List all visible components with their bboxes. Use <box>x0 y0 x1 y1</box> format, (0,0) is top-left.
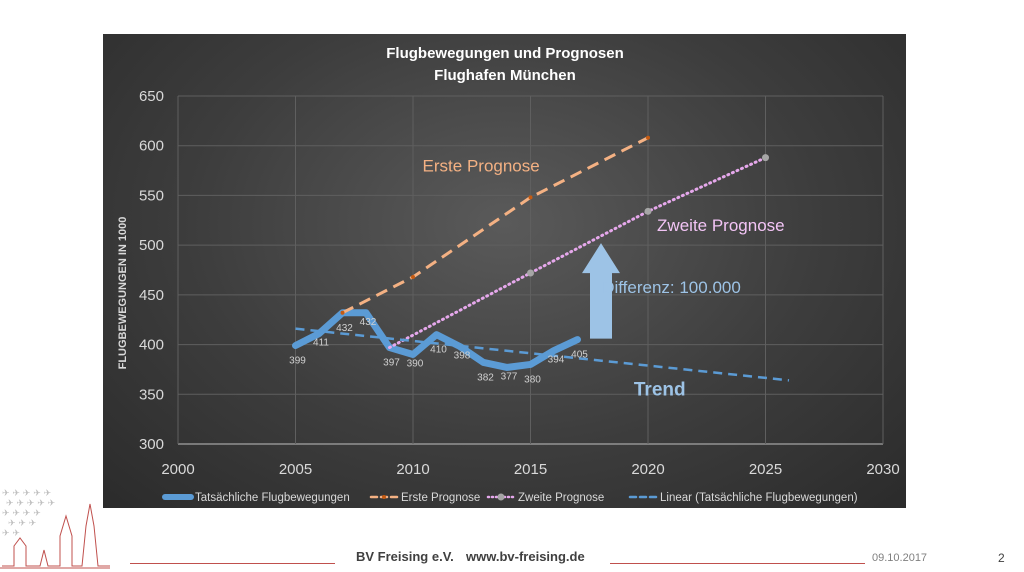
data-label: 382 <box>477 372 494 383</box>
y-tick-label: 500 <box>139 237 164 254</box>
legend-item-label: Linear (Tatsächliche Flugbewegungen) <box>660 492 858 504</box>
erste-prognose-point <box>411 274 415 279</box>
footer-url-link[interactable]: www.bv-freising.de <box>466 549 585 564</box>
legend-item-label: Erste Prognose <box>401 492 480 504</box>
town-logo-icon: ✈ ✈ ✈ ✈ ✈ ✈ ✈ ✈ ✈ ✈ ✈ ✈ ✈ ✈ ✈ ✈ ✈ ✈ ✈ <box>0 489 110 569</box>
series-layer <box>292 136 790 382</box>
footer-date: 09.10.2017 <box>872 552 928 564</box>
chart-svg: Flugbewegungen und Prognosen Flughafen M… <box>117 45 900 504</box>
series-zweite-prognose-line <box>388 156 767 350</box>
y-tick-label: 300 <box>139 436 164 453</box>
svg-text:✈ ✈ ✈: ✈ ✈ ✈ <box>8 519 37 529</box>
y-tick-label: 350 <box>139 386 164 403</box>
svg-text:✈ ✈ ✈ ✈ ✈: ✈ ✈ ✈ ✈ ✈ <box>2 489 52 499</box>
x-tick-label: 2015 <box>514 461 547 478</box>
y-tick-label: 550 <box>139 187 164 204</box>
footer-line-left <box>130 563 335 564</box>
zweite-prognose-point <box>644 207 652 215</box>
difference-arrow-icon <box>582 243 620 339</box>
x-tick-label: 2030 <box>866 461 899 478</box>
data-label: 399 <box>289 356 306 367</box>
legend-marker <box>497 493 505 501</box>
y-tick-label: 400 <box>139 337 164 354</box>
data-label: 380 <box>524 374 541 385</box>
svg-text:✈ ✈ ✈ ✈: ✈ ✈ ✈ ✈ <box>2 509 41 519</box>
page-number: 2 <box>998 551 1005 565</box>
data-label: 432 <box>336 323 353 334</box>
chart-subtitle: Flughafen München <box>434 67 576 84</box>
x-tick-label: 2025 <box>749 461 782 478</box>
data-label: 432 <box>360 317 377 328</box>
svg-text:✈ ✈: ✈ ✈ <box>2 529 20 539</box>
x-tick-label: 2010 <box>396 461 429 478</box>
data-label: 405 <box>571 350 588 361</box>
chart-panel: Flugbewegungen und Prognosen Flughafen M… <box>103 34 906 508</box>
zweite-prognose-point <box>762 154 769 162</box>
x-tick-label: 2000 <box>161 461 194 478</box>
annotation-differenz: Differenz: 100.000 <box>602 278 741 297</box>
y-axis-label: FLUGBEWEGUNGEN IN 1000 <box>117 217 129 370</box>
annotation-layer: Erste Prognose Zweite Prognose Differenz: … <box>423 157 785 401</box>
data-label: 411 <box>313 338 329 349</box>
data-label: 410 <box>430 345 447 356</box>
series-actual-line <box>292 309 581 371</box>
annotation-erste: Erste Prognose <box>423 157 540 176</box>
data-label-layer: 399 411 432 432 397 390 410 398 382 377 380 394 405 <box>289 317 588 386</box>
legend-item-label: Zweite Prognose <box>518 492 604 504</box>
legend: Tatsächliche Flugbewegungen Erste Prognos… <box>162 492 858 504</box>
data-label: 390 <box>407 359 424 370</box>
annotation-zweite: Zweite Prognose <box>657 216 785 235</box>
y-tick-label: 450 <box>139 287 164 304</box>
annotation-trend: Trend <box>634 379 686 400</box>
x-tick-label: 2020 <box>631 461 664 478</box>
erste-prognose-point <box>646 135 650 140</box>
zweite-prognose-point <box>527 269 534 277</box>
data-label: 398 <box>454 351 471 362</box>
data-label: 397 <box>383 358 400 369</box>
erste-prognose-point <box>528 195 533 200</box>
series-erste-prognose-line <box>341 136 649 315</box>
y-tick-label: 600 <box>139 138 164 155</box>
svg-text:✈ ✈ ✈ ✈ ✈: ✈ ✈ ✈ ✈ ✈ <box>6 499 56 509</box>
erste-prognose-point <box>340 310 345 315</box>
footer-org: BV Freising e.V. <box>356 549 454 564</box>
arrow-layer <box>582 243 620 339</box>
chart-title: Flugbewegungen und Prognosen <box>386 45 624 62</box>
marker-layer <box>340 135 769 315</box>
legend-marker <box>382 495 386 499</box>
x-tick-label: 2005 <box>279 461 312 478</box>
footer-line-right <box>610 563 865 564</box>
data-label: 394 <box>548 355 565 366</box>
series-linear-trend-line <box>295 327 790 382</box>
tick-layer: 300 350 400 450 500 550 600 650 2000 2005 2010 2015… <box>139 88 900 478</box>
data-label: 377 <box>501 371 518 382</box>
y-tick-label: 650 <box>139 88 164 105</box>
legend-item-label: Tatsächliche Flugbewegungen <box>195 492 350 504</box>
